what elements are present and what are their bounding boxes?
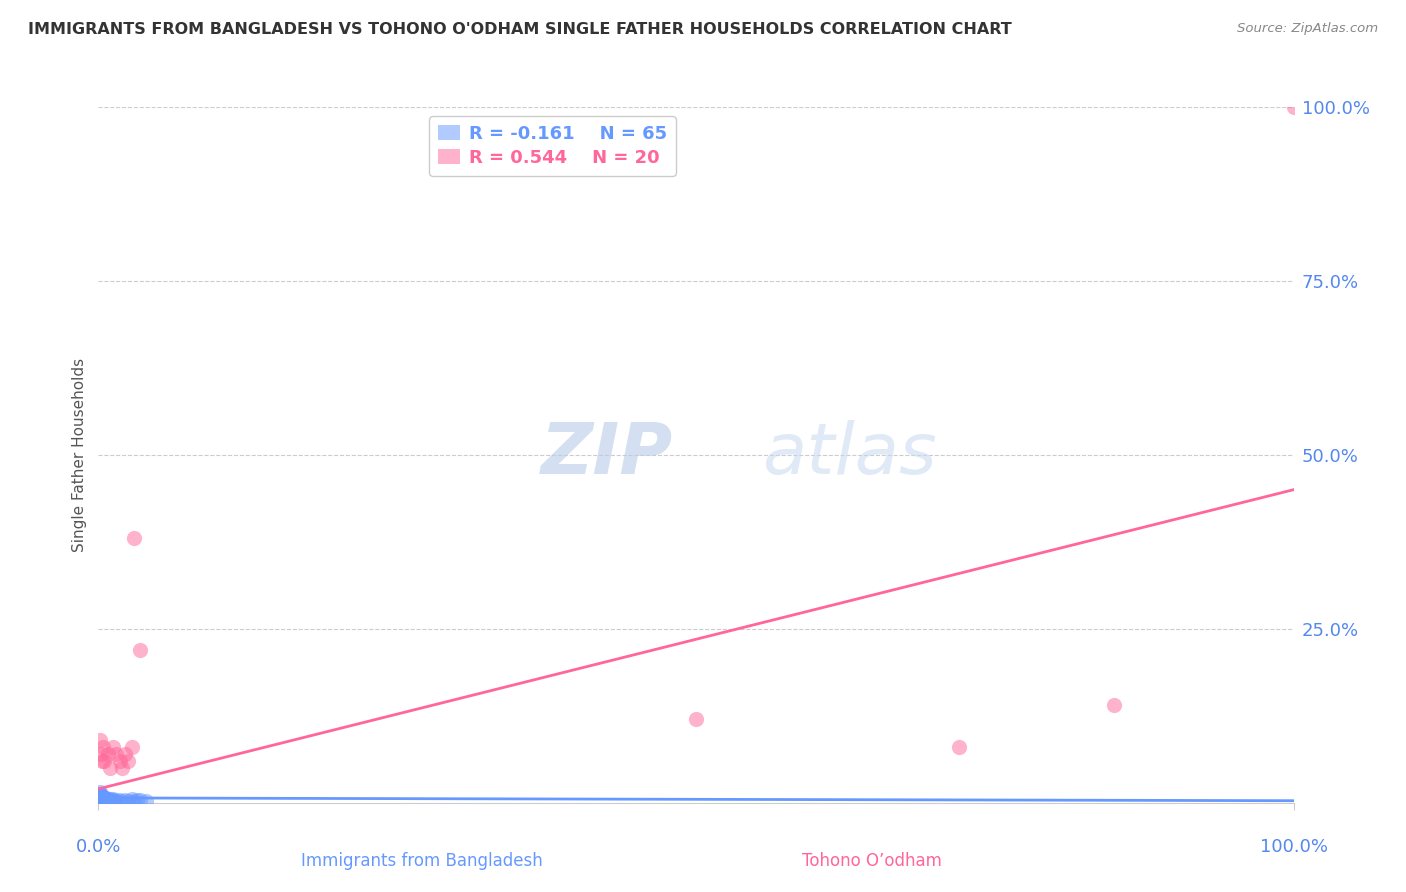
Point: [121, 740, 143, 755]
Text: Immigrants from Bangladesh: Immigrants from Bangladesh: [301, 852, 543, 870]
Text: ZIP: ZIP: [540, 420, 673, 490]
Point: [89, 790, 111, 805]
Point: [90, 790, 112, 805]
Text: Tohono O’odham: Tohono O’odham: [801, 852, 942, 870]
Point: [129, 793, 152, 807]
Point: [89, 788, 111, 802]
Point: [89, 794, 111, 808]
Point: [90, 747, 112, 761]
Text: Source: ZipAtlas.com: Source: ZipAtlas.com: [1237, 22, 1378, 36]
Point: [94, 791, 117, 805]
Point: [93, 794, 115, 808]
Point: [89, 733, 111, 747]
Point: [90, 791, 112, 805]
Point: [90, 794, 112, 808]
Point: [105, 794, 128, 808]
Point: [948, 740, 970, 755]
Legend: R = -0.161    N = 65, R = 0.544    N = 20: R = -0.161 N = 65, R = 0.544 N = 20: [429, 116, 676, 176]
Point: [117, 794, 139, 808]
Point: [114, 747, 136, 761]
Point: [89, 791, 111, 805]
Point: [89, 793, 111, 807]
Point: [1282, 100, 1305, 114]
Point: [125, 793, 148, 807]
Point: [89, 791, 111, 805]
Point: [96, 792, 118, 806]
Point: [91, 740, 114, 755]
Point: [91, 792, 114, 806]
Point: [98, 793, 121, 807]
Point: [90, 791, 112, 805]
Point: [91, 793, 114, 807]
Point: [108, 754, 131, 768]
Point: [103, 793, 125, 807]
Point: [89, 789, 111, 804]
Point: [91, 791, 114, 805]
Point: [100, 794, 122, 808]
Point: [91, 791, 114, 805]
Point: [91, 791, 114, 805]
Text: 0.0%: 0.0%: [76, 838, 121, 855]
Point: [90, 788, 112, 802]
Point: [135, 794, 157, 808]
Point: [90, 792, 112, 806]
Point: [97, 747, 120, 761]
Point: [91, 791, 114, 805]
Point: [89, 790, 111, 805]
Point: [91, 792, 114, 806]
Point: [124, 794, 146, 808]
Text: atlas: atlas: [762, 420, 936, 490]
Point: [98, 791, 122, 805]
Point: [89, 793, 111, 807]
Point: [114, 793, 136, 807]
Point: [93, 794, 115, 808]
Point: [91, 791, 114, 805]
Point: [129, 642, 152, 657]
Point: [91, 793, 114, 807]
Point: [91, 790, 114, 805]
Text: 100.0%: 100.0%: [1260, 838, 1327, 855]
Point: [89, 792, 111, 806]
Point: [89, 791, 111, 805]
Y-axis label: Single Father Households: Single Father Households: [72, 358, 87, 552]
Point: [90, 791, 112, 805]
Point: [91, 789, 114, 804]
Text: IMMIGRANTS FROM BANGLADESH VS TOHONO O'ODHAM SINGLE FATHER HOUSEHOLDS CORRELATIO: IMMIGRANTS FROM BANGLADESH VS TOHONO O'O…: [28, 22, 1012, 37]
Point: [89, 785, 111, 799]
Point: [1102, 698, 1125, 713]
Point: [89, 792, 111, 806]
Point: [91, 793, 114, 807]
Point: [90, 789, 112, 803]
Point: [93, 793, 115, 807]
Point: [89, 787, 111, 801]
Point: [105, 747, 128, 761]
Point: [124, 532, 146, 546]
Point: [98, 761, 122, 775]
Point: [111, 761, 134, 775]
Point: [94, 792, 117, 806]
Point: [101, 792, 124, 806]
Point: [89, 794, 111, 808]
Point: [90, 793, 112, 807]
Point: [90, 793, 112, 807]
Point: [110, 794, 132, 808]
Point: [685, 712, 707, 726]
Point: [96, 792, 118, 806]
Point: [93, 754, 115, 768]
Point: [90, 791, 112, 805]
Point: [91, 792, 114, 806]
Point: [90, 789, 112, 804]
Point: [101, 740, 124, 755]
Point: [107, 793, 129, 807]
Point: [90, 792, 112, 806]
Point: [121, 792, 143, 806]
Point: [97, 794, 120, 808]
Point: [117, 754, 139, 768]
Point: [89, 789, 111, 803]
Point: [91, 754, 114, 768]
